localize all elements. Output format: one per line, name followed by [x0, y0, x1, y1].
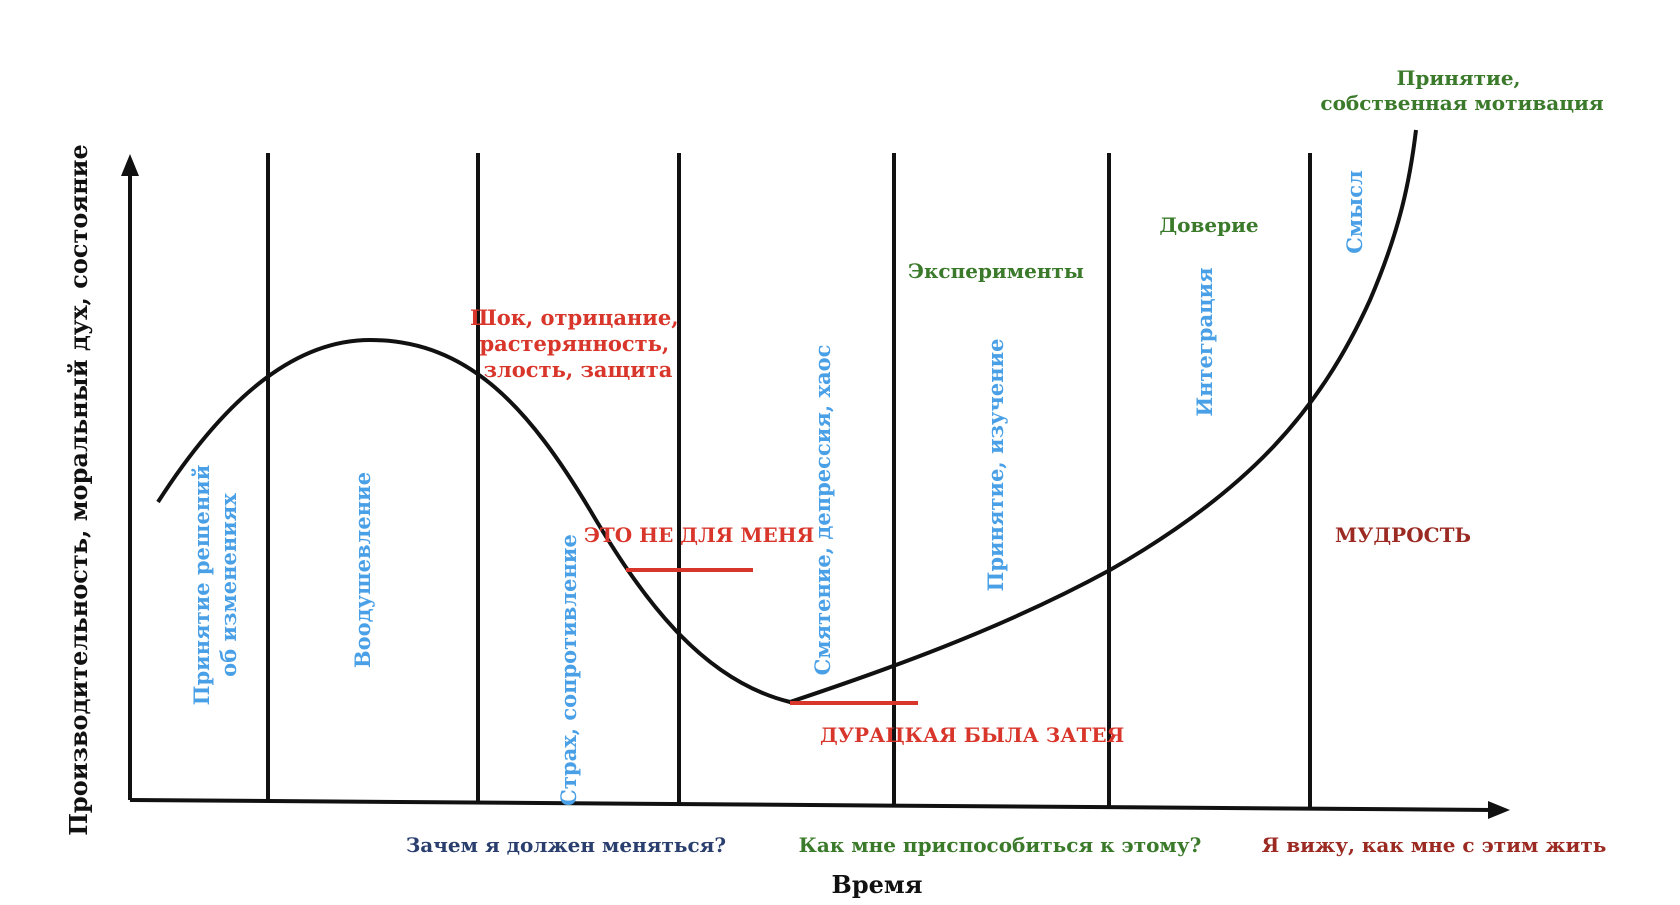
y-axis-arrow-icon [121, 154, 139, 176]
x-axis-arrow-icon [1488, 801, 1510, 819]
question-see: Я вижу, как мне с этим жить [1262, 833, 1607, 857]
stage-label-enthusiasm: Воодушевление [350, 472, 375, 668]
change-curve [156, 129, 1418, 705]
y-axis-label: Производительность, моральный дух, состо… [64, 144, 93, 836]
stage-label-decision-2: об изменениях [216, 493, 241, 677]
silly-idea-label: ДУРАЦКАЯ БЫЛА ЗАТЕЯ [820, 723, 1124, 747]
stage-label-integration: Интеграция [1192, 267, 1217, 416]
stage-label-acceptance: Принятие, изучение [983, 338, 1008, 591]
x-axis [129, 798, 1495, 812]
stage-label-fear: Страх, сопротивление [556, 534, 581, 806]
question-why: Зачем я должен меняться? [406, 833, 726, 857]
stage-label-decision-1: Принятие решений [189, 465, 214, 706]
acceptance-motivation-label: Принятие, собственная мотивация [1320, 66, 1603, 115]
question-how: Как мне приспособиться к этому? [799, 833, 1202, 857]
stage-dividers [266, 153, 1312, 808]
stage-label-confusion: Смятение, депрессия, хаос [810, 345, 835, 676]
shock-label: Шок, отрицание, растерянность, злость, з… [470, 305, 686, 382]
wisdom-label: МУДРОСТЬ [1335, 523, 1471, 547]
not-for-me-label: ЭТО НЕ ДЛЯ МЕНЯ [584, 523, 814, 547]
experiments-label: Эксперименты [908, 259, 1084, 283]
trust-label: Доверие [1159, 213, 1258, 237]
x-axis-label: Время [832, 870, 923, 899]
stage-label-meaning: Смысл [1342, 170, 1367, 254]
